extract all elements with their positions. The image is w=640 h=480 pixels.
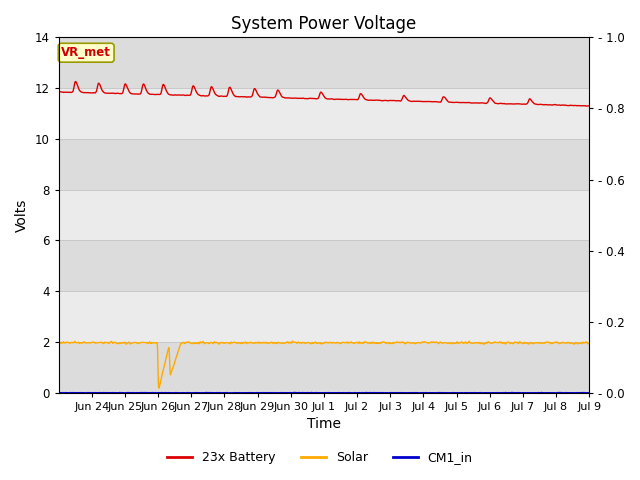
Bar [59,190,589,240]
Bar [59,139,589,190]
Bar [59,240,589,291]
Bar [59,37,589,88]
Text: VR_met: VR_met [61,46,111,59]
Title: System Power Voltage: System Power Voltage [231,15,417,33]
Bar [59,342,589,393]
Y-axis label: Volts: Volts [15,198,29,232]
X-axis label: Time: Time [307,418,341,432]
Bar [59,291,589,342]
Bar [59,88,589,139]
Legend: 23x Battery, Solar, CM1_in: 23x Battery, Solar, CM1_in [163,446,477,469]
